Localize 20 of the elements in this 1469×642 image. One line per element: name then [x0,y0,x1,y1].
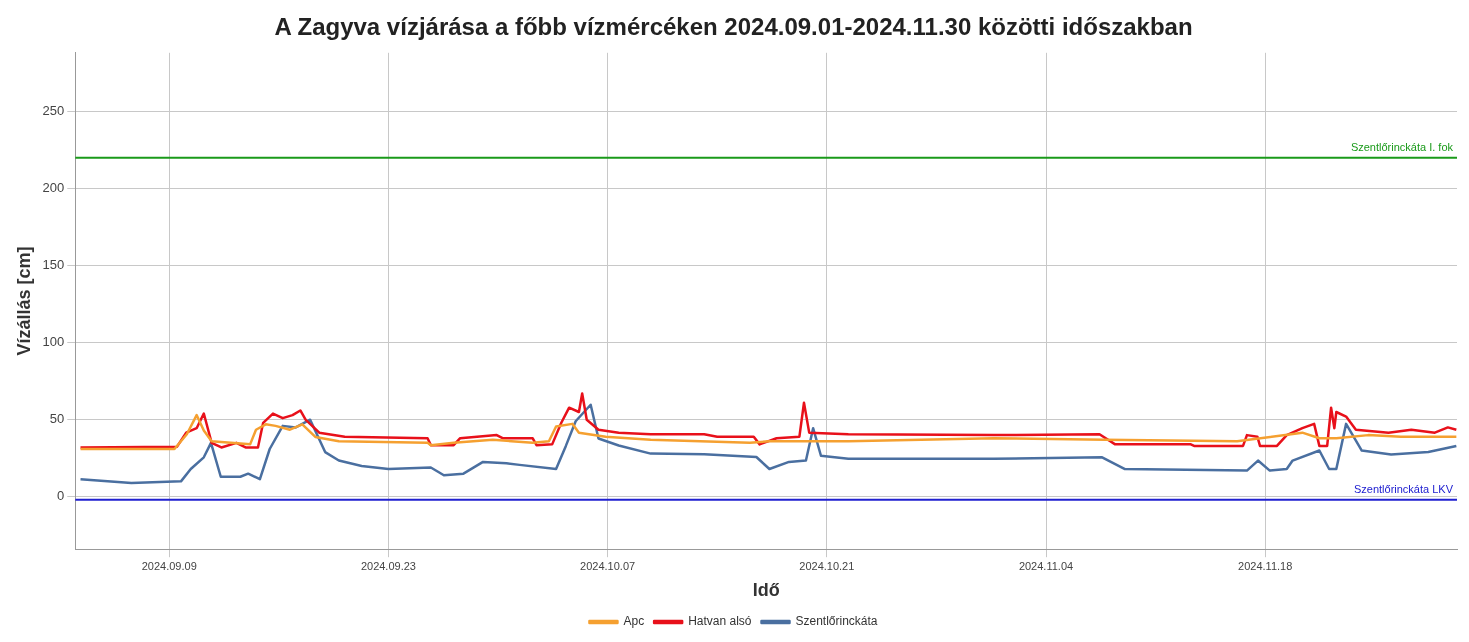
y-tick-label: 200 [42,180,65,196]
x-tick-label: 2024.11.18 [1238,559,1293,572]
x-axis-title: Idő [752,580,780,601]
y-tick-label: 0 [57,488,65,504]
x-tick-label: 2024.11.04 [1018,559,1074,572]
ref-line-label: Szentlőrinckáta LKV [1353,483,1454,496]
x-tick-label: 2024.09.23 [360,559,416,572]
x-tick-label: 2024.09.09 [141,559,197,572]
chart-title: A Zagyva vízjárása a főbb vízmércéken 2024.09.01-2024.11.30 közötti időszakban [274,13,1193,41]
ref-line-label: Szentlőrinckáta I. fok [1350,141,1454,154]
x-tick-label: 2024.10.07 [580,559,636,572]
y-tick-label: 100 [42,334,65,350]
y-tick-label: 50 [49,411,65,427]
y-tick-label: 250 [42,102,65,118]
legend-label: Szentlőrinckáta [795,614,878,629]
y-tick-label: 150 [42,257,65,273]
y-axis-title: Vízállás [cm] [13,246,34,356]
legend-label: Apc [623,614,645,629]
x-tick-label: 2024.10.21 [799,559,855,572]
legend-label: Hatvan alsó [688,614,752,629]
